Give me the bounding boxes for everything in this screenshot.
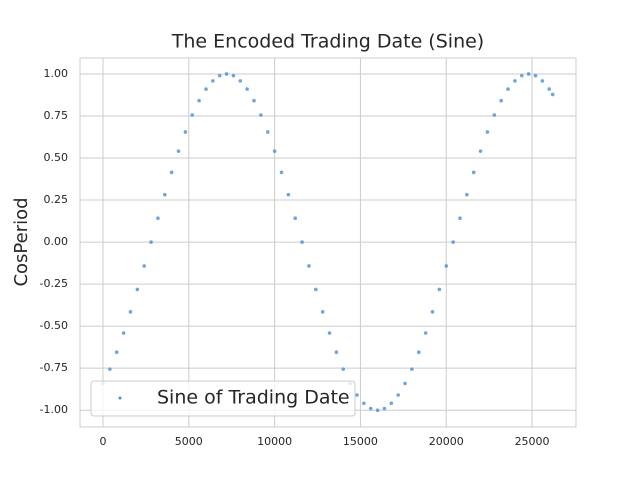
y-tick-label: -1.00 xyxy=(40,403,68,416)
y-tick-label: 0.50 xyxy=(44,151,69,164)
data-point xyxy=(142,264,146,268)
data-point xyxy=(265,130,270,134)
data-point xyxy=(485,130,490,134)
data-point xyxy=(362,401,366,406)
data-point xyxy=(286,192,291,197)
data-point xyxy=(550,92,555,97)
data-point xyxy=(382,406,387,411)
data-point xyxy=(513,79,517,83)
legend-label: Sine of Trading Date xyxy=(157,387,350,409)
y-tick-label: -0.25 xyxy=(40,277,68,290)
data-point xyxy=(169,170,174,175)
legend-marker xyxy=(118,396,122,400)
x-tick-label: 5000 xyxy=(175,435,203,448)
y-tick-label: -0.50 xyxy=(40,319,68,332)
data-point xyxy=(128,310,133,314)
legend-box xyxy=(90,380,356,417)
data-point xyxy=(224,72,229,76)
data-point xyxy=(499,98,503,103)
data-point xyxy=(533,73,538,78)
data-point xyxy=(478,149,483,153)
data-point xyxy=(506,87,510,91)
data-point xyxy=(300,240,304,244)
data-point xyxy=(238,79,243,83)
data-point xyxy=(355,393,359,397)
data-point xyxy=(135,287,140,292)
data-point xyxy=(547,87,552,91)
chart-title: The Encoded Trading Date (Sine) xyxy=(171,31,484,53)
data-point xyxy=(149,240,153,244)
x-tick-label: 20000 xyxy=(429,435,464,448)
data-point xyxy=(540,79,545,83)
data-point xyxy=(197,98,201,103)
data-point xyxy=(492,113,497,117)
data-point xyxy=(341,367,346,371)
legend: Sine of Trading Date xyxy=(90,380,356,417)
data-point xyxy=(162,192,167,197)
data-point xyxy=(416,350,421,354)
data-point xyxy=(410,367,414,371)
data-point xyxy=(307,264,311,268)
data-point xyxy=(114,350,119,354)
x-tick-label: 25000 xyxy=(515,435,550,448)
data-point xyxy=(375,408,380,412)
data-point xyxy=(259,113,263,117)
data-point xyxy=(245,87,249,91)
data-point xyxy=(519,73,524,78)
data-point xyxy=(526,72,531,76)
y-tick-label: 0.00 xyxy=(44,235,69,248)
data-point xyxy=(368,406,373,411)
data-point xyxy=(437,287,442,292)
data-point xyxy=(471,170,476,175)
data-point xyxy=(334,350,339,354)
data-point xyxy=(451,240,455,244)
data-point xyxy=(108,367,112,371)
data-point xyxy=(403,381,407,386)
data-point xyxy=(272,149,277,153)
data-point xyxy=(190,113,195,117)
data-point xyxy=(183,130,188,134)
data-point xyxy=(320,310,325,314)
data-point xyxy=(389,401,394,406)
data-point xyxy=(430,310,435,314)
data-point xyxy=(279,170,284,175)
data-point xyxy=(217,73,222,78)
data-point xyxy=(465,192,469,197)
data-point xyxy=(252,98,256,103)
data-point xyxy=(458,216,462,221)
data-point xyxy=(211,79,215,83)
x-tick-label: 10000 xyxy=(257,435,292,448)
data-point xyxy=(204,87,208,91)
y-axis-label: CosPeriod xyxy=(11,197,32,286)
y-tick-label: 0.75 xyxy=(44,109,69,122)
y-tick-label: -0.75 xyxy=(40,361,68,374)
data-point xyxy=(423,331,428,335)
data-point xyxy=(327,331,332,335)
data-point xyxy=(293,216,298,221)
data-point xyxy=(176,149,181,153)
data-point xyxy=(231,73,236,78)
data-point xyxy=(121,331,126,335)
data-point xyxy=(396,393,400,397)
x-tick-label: 15000 xyxy=(343,435,378,448)
y-tick-label: 1.00 xyxy=(44,67,69,80)
data-point xyxy=(314,287,318,292)
data-point xyxy=(156,216,160,221)
data-point xyxy=(444,264,449,268)
x-tick-label: 0 xyxy=(99,435,106,448)
y-tick-label: 0.25 xyxy=(44,193,69,206)
